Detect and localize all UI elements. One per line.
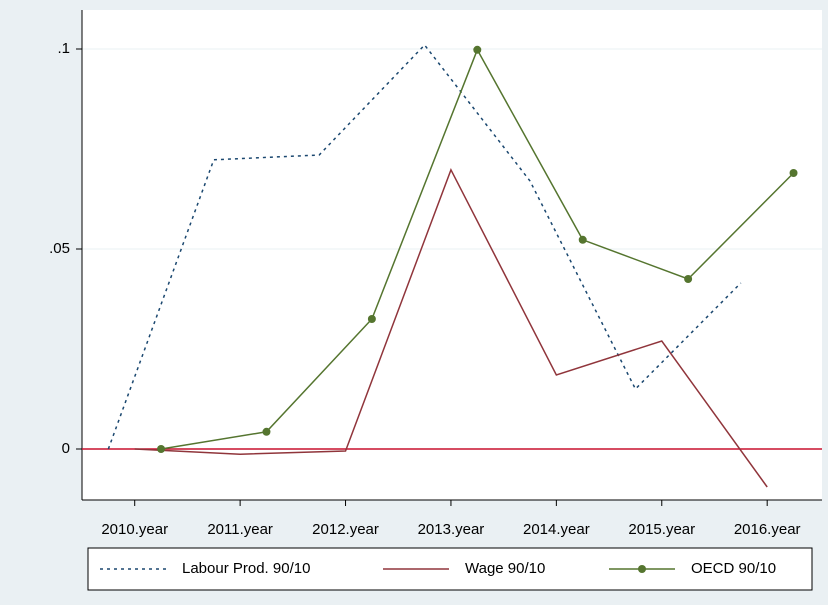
legend-label: Labour Prod. 90/10 — [182, 560, 310, 577]
data-point — [473, 45, 482, 54]
x-tick-label: 2013.year — [418, 521, 485, 538]
x-tick-label: 2011.year — [207, 521, 273, 538]
x-tick-label: 2015.year — [628, 521, 695, 538]
series-line — [134, 167, 768, 488]
x-tick-label: 2012.year — [312, 521, 379, 538]
data-point — [157, 445, 166, 453]
data-point — [367, 315, 376, 323]
legend-box — [87, 547, 813, 591]
data-point — [262, 427, 271, 436]
legend-label: OECD 90/10 — [691, 560, 776, 577]
y-tick-label: .1 — [57, 40, 70, 57]
data-point — [789, 169, 798, 177]
y-tick-label: .05 — [49, 240, 70, 257]
y-tick-label: 0 — [62, 440, 70, 457]
legend-marker — [638, 565, 646, 573]
data-point — [684, 275, 693, 283]
data-point — [578, 235, 587, 244]
x-tick-label: 2010.year — [101, 521, 168, 538]
legend-label: Wage 90/10 — [465, 560, 545, 577]
x-tick-label: 2014.year — [523, 521, 590, 538]
plot-area — [82, 10, 822, 500]
x-tick-label: 2016.year — [734, 521, 801, 538]
